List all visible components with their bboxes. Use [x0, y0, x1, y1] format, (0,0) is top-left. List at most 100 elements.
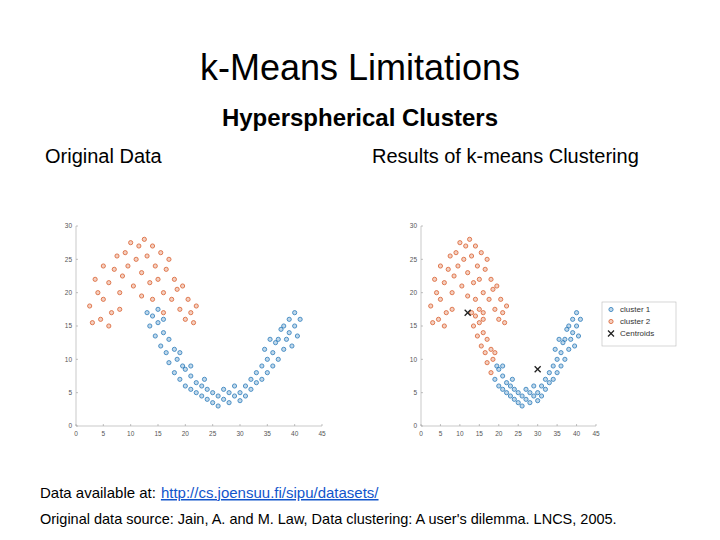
x-axis — [76, 426, 322, 427]
data-point — [536, 399, 540, 403]
data-point — [501, 364, 505, 368]
x-tick — [267, 424, 268, 426]
data-point — [504, 381, 508, 385]
data-point — [101, 297, 105, 301]
legend: cluster 1cluster 2Centroids — [602, 302, 676, 346]
legend-label: Centroids — [620, 329, 654, 338]
data-point — [468, 237, 472, 241]
data-point — [491, 357, 495, 361]
x-tick — [212, 424, 213, 426]
data-point — [227, 401, 231, 405]
data-point — [276, 357, 280, 361]
y-tick-label: 25 — [410, 256, 418, 263]
series — [429, 237, 509, 375]
data-point — [555, 357, 559, 361]
y-tick-label: 25 — [65, 256, 73, 263]
marker-stroke — [535, 366, 541, 372]
data-point — [504, 391, 508, 395]
x-tick-label: 20 — [495, 430, 503, 437]
citation: Original data source: Jain, A. and M. La… — [40, 511, 617, 527]
series — [493, 311, 583, 409]
data-point — [126, 264, 130, 268]
data-point — [134, 257, 138, 261]
data-point — [227, 391, 231, 395]
data-point — [483, 267, 487, 271]
data-point — [471, 324, 475, 328]
y-tick — [76, 426, 78, 427]
data-point — [271, 364, 275, 368]
y-tick-label: 20 — [65, 289, 73, 296]
data-point — [489, 277, 493, 281]
plot-marks — [429, 237, 583, 408]
data-point — [145, 254, 149, 258]
legend-box — [602, 302, 676, 346]
data-point — [282, 324, 286, 328]
y-tick — [76, 359, 78, 360]
data-point — [164, 267, 168, 271]
data-point — [473, 244, 477, 248]
data-point — [189, 311, 193, 315]
data-point — [532, 384, 536, 388]
data-point — [555, 371, 559, 375]
data-point — [194, 304, 198, 308]
data-point — [181, 284, 185, 288]
data-point — [186, 297, 190, 301]
data-point — [493, 307, 497, 311]
data-point — [178, 351, 182, 355]
data-point — [520, 404, 524, 408]
data-point — [131, 284, 135, 288]
x-tick-label: 15 — [476, 430, 484, 437]
data-point — [140, 271, 144, 275]
data-point — [161, 317, 165, 321]
data-point — [485, 337, 489, 341]
data-point — [431, 321, 435, 325]
y-tick — [76, 292, 78, 293]
data-point — [293, 311, 297, 315]
plot-marks — [88, 237, 303, 408]
data-point — [282, 347, 286, 351]
data-point — [493, 351, 497, 355]
marker-stroke — [608, 331, 614, 337]
data-point — [434, 291, 438, 295]
y-tick-label: 0 — [413, 422, 417, 429]
data-point — [159, 344, 163, 348]
data-point — [516, 401, 520, 405]
data-point — [284, 337, 288, 341]
data-point — [287, 331, 291, 335]
data-point — [510, 377, 514, 381]
data-point — [532, 394, 536, 398]
data-point — [123, 251, 127, 255]
data-point — [211, 391, 215, 395]
data-point — [189, 374, 193, 378]
data-point — [161, 331, 165, 335]
data-point — [156, 321, 160, 325]
data-point — [481, 317, 485, 321]
data-point — [557, 337, 561, 341]
y-tick — [421, 426, 423, 427]
data-point — [88, 304, 92, 308]
data-point — [438, 264, 442, 268]
legend-swatch — [609, 319, 613, 323]
y-tick-label: 5 — [413, 389, 417, 396]
data-point — [178, 307, 182, 311]
data-point — [571, 331, 575, 335]
x-tick — [185, 424, 186, 426]
data-point — [107, 281, 111, 285]
data-point — [503, 321, 507, 325]
x-tick — [498, 424, 499, 426]
y-tick — [76, 259, 78, 260]
x-tick — [294, 424, 295, 426]
y-tick-label: 5 — [68, 389, 72, 396]
data-point — [524, 397, 528, 401]
data-point — [298, 317, 302, 321]
data-point — [276, 337, 280, 341]
chart-title: Results of k-means Clustering — [372, 145, 639, 167]
x-tick-label: 0 — [419, 430, 423, 437]
data-point — [101, 264, 105, 268]
data-point — [553, 347, 557, 351]
data-point — [539, 394, 543, 398]
legend-swatch — [608, 331, 614, 337]
data-point — [175, 357, 179, 361]
x-tick-label: 35 — [553, 430, 561, 437]
chart-title: Original Data — [45, 145, 163, 167]
